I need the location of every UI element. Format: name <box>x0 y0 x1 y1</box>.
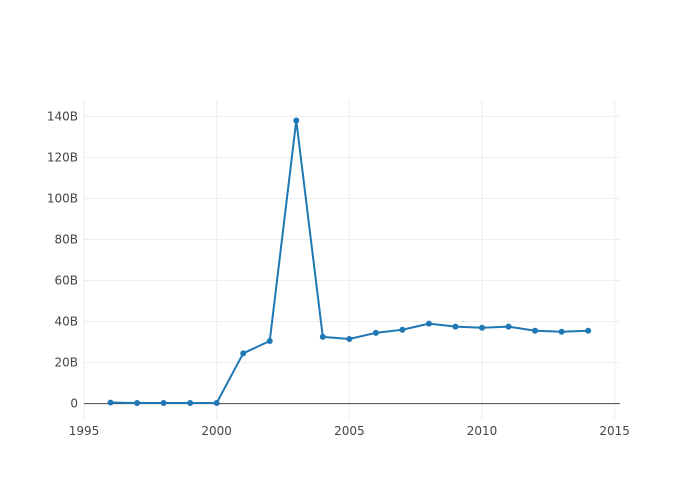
x-tick-label: 2000 <box>201 424 232 438</box>
data-point[interactable] <box>425 320 432 327</box>
y-tick-label: 80B <box>54 232 78 246</box>
data-point[interactable] <box>372 329 379 336</box>
x-tick-label: 2010 <box>467 424 498 438</box>
data-point[interactable] <box>266 338 273 345</box>
tick-labels: 1995 2000 2005 2010 2015 0 20B 40B 60B 80B 100B 120… <box>47 109 630 438</box>
data-point[interactable] <box>532 327 539 334</box>
data-point[interactable] <box>558 328 565 335</box>
data-point[interactable] <box>134 399 141 406</box>
data-point[interactable] <box>187 399 194 406</box>
y-tick-label: 120B <box>47 150 78 164</box>
y-tick-label: 40B <box>54 315 78 329</box>
data-point[interactable] <box>107 399 114 406</box>
y-tick-label: 100B <box>47 191 78 205</box>
data-point[interactable] <box>346 335 353 342</box>
x-tick-label: 2015 <box>599 424 630 438</box>
data-point[interactable] <box>319 333 326 340</box>
x-tick-label: 1995 <box>69 424 100 438</box>
data-point[interactable] <box>240 350 247 357</box>
data-point[interactable] <box>160 399 167 406</box>
data-point[interactable] <box>585 327 592 334</box>
grid-lines <box>83 100 620 420</box>
data-point[interactable] <box>293 117 300 124</box>
data-point[interactable] <box>213 399 220 406</box>
data-point[interactable] <box>452 323 459 330</box>
data-point[interactable] <box>479 324 486 331</box>
y-tick-label: 60B <box>54 274 78 288</box>
y-tick-label: 0 <box>70 397 78 411</box>
data-point[interactable] <box>399 326 406 333</box>
data-series <box>107 117 592 406</box>
x-tick-label: 2005 <box>334 424 365 438</box>
y-tick-label: 20B <box>54 356 78 370</box>
data-point[interactable] <box>505 323 512 330</box>
y-tick-label: 140B <box>47 109 78 123</box>
